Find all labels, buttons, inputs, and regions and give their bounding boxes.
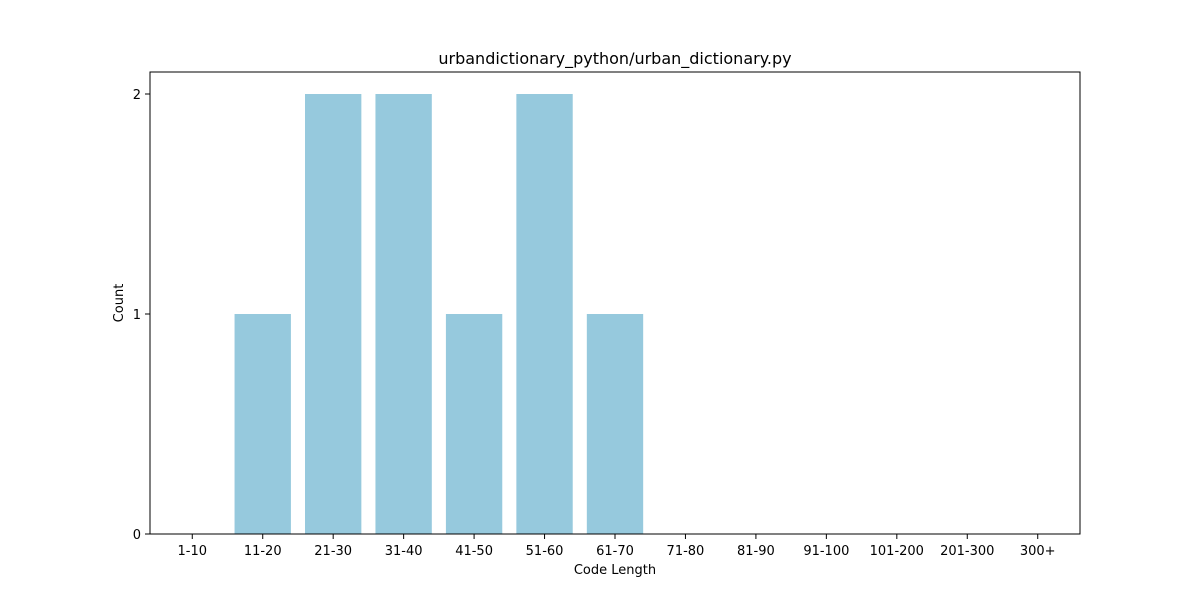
bars-layer (234, 94, 644, 534)
x-tick-label: 21-30 (314, 544, 352, 559)
x-tick-label: 300+ (1020, 544, 1056, 559)
y-tick-label: 1 (133, 308, 141, 323)
x-tick-label: 81-90 (737, 544, 775, 559)
y-tick-label: 0 (133, 528, 141, 543)
y-tick-label: 2 (133, 88, 141, 103)
x-tick-label: 61-70 (596, 544, 634, 559)
bar-21-30 (305, 94, 362, 534)
x-tick-label: 71-80 (667, 544, 705, 559)
x-tick-label: 101-200 (870, 544, 924, 559)
x-tick-label: 11-20 (244, 544, 282, 559)
x-axis-label: Code Length (574, 563, 656, 578)
chart-title: urbandictionary_python/urban_dictionary.… (438, 49, 791, 69)
y-axis-label: Count (112, 284, 127, 323)
x-tick-label: 51-60 (526, 544, 564, 559)
plot-frame (149, 71, 1081, 535)
x-axis-ticks: 1-10 11-20 21-30 31-40 41-50 51-60 61-70 71-80 8… (178, 534, 1056, 559)
bar-51-60 (516, 94, 573, 534)
x-tick-label: 41-50 (455, 544, 493, 559)
y-axis-ticks: 0 1 2 (133, 88, 150, 543)
x-tick-label: 1-10 (178, 544, 208, 559)
bar-61-70 (586, 314, 644, 534)
x-tick-label: 201-300 (940, 544, 994, 559)
bar-31-40 (375, 94, 432, 534)
x-tick-label: 31-40 (385, 544, 423, 559)
x-tick-label: 91-100 (803, 544, 849, 559)
bar-41-50 (445, 314, 503, 534)
bar-11-20 (234, 314, 291, 534)
